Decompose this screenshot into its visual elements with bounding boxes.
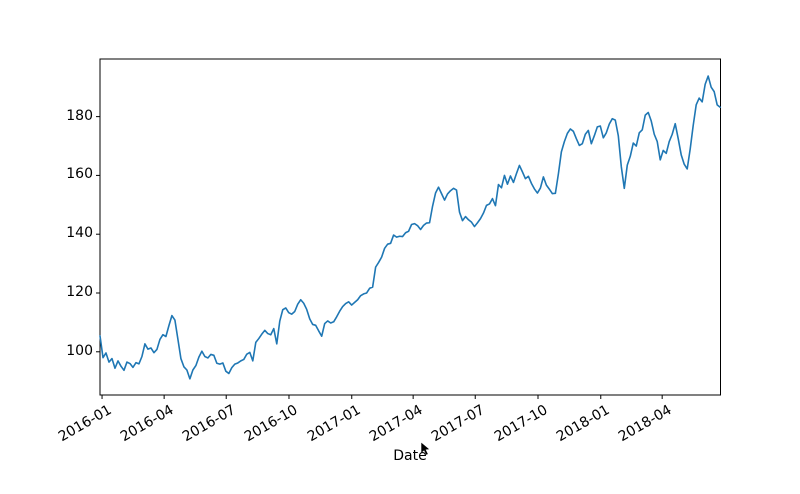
price-line-series [99,75,721,380]
y-tick-label: 160 [66,166,93,183]
y-tick-label: 100 [66,342,93,359]
mouse-cursor-icon[interactable] [420,441,431,456]
y-tick-label: 120 [66,283,93,300]
axis-tick-marks [96,116,663,399]
plot-area-frame [99,58,721,396]
y-tick-label: 140 [66,225,93,242]
x-axis-title: Date [393,448,427,464]
y-tick-label: 180 [66,107,93,124]
